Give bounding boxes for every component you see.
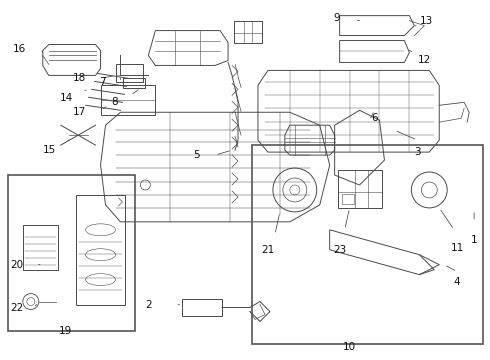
Text: 8: 8 (111, 97, 118, 107)
Text: 12: 12 (417, 55, 431, 66)
Bar (116, 64, 144, 82)
Text: 5: 5 (194, 150, 200, 160)
Bar (23, 225, 58, 270)
Text: 13: 13 (419, 15, 433, 26)
Text: 7: 7 (99, 77, 105, 87)
Text: 6: 6 (371, 113, 378, 123)
Text: 10: 10 (343, 342, 356, 352)
Bar (123, 78, 146, 88)
Bar (75, 195, 125, 305)
Text: 1: 1 (471, 235, 477, 245)
Bar (342, 194, 354, 204)
Text: 18: 18 (73, 73, 86, 84)
Text: 21: 21 (261, 245, 274, 255)
Text: 22: 22 (11, 302, 24, 312)
Text: 4: 4 (454, 276, 461, 287)
Text: 2: 2 (146, 300, 152, 310)
Bar (100, 85, 155, 115)
Bar (252, 145, 483, 345)
Bar (182, 298, 222, 316)
Text: 14: 14 (59, 93, 73, 103)
Text: 15: 15 (43, 145, 56, 155)
Text: 3: 3 (414, 147, 420, 157)
Text: 17: 17 (73, 107, 86, 117)
Text: 20: 20 (11, 260, 24, 270)
Bar (8, 175, 135, 332)
Text: 23: 23 (333, 245, 346, 255)
Bar (338, 170, 383, 208)
Text: 9: 9 (333, 13, 340, 23)
Bar (234, 21, 262, 42)
Text: 11: 11 (450, 243, 464, 253)
Text: 16: 16 (13, 44, 26, 54)
Text: 19: 19 (59, 327, 73, 336)
